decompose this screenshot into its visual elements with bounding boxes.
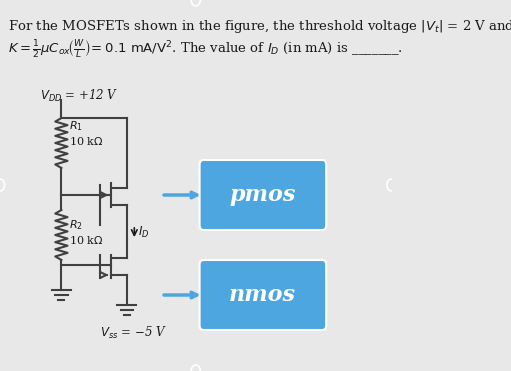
FancyBboxPatch shape — [200, 160, 326, 230]
Text: $V_{DD}$ = +12 V: $V_{DD}$ = +12 V — [40, 88, 119, 104]
Text: For the MOSFETs shown in the figure, the threshold voltage $|V_t|$ = 2 V and: For the MOSFETs shown in the figure, the… — [8, 18, 511, 35]
Text: $R_2$
10 k$\Omega$: $R_2$ 10 k$\Omega$ — [69, 218, 104, 246]
Text: $K = \frac{1}{2}\mu C_{ox}\!\left(\frac{W}{L}\right)\!= 0.1\ \mathrm{mA/V^2}$. T: $K = \frac{1}{2}\mu C_{ox}\!\left(\frac{… — [8, 38, 403, 60]
FancyBboxPatch shape — [200, 260, 326, 330]
Text: nmos: nmos — [229, 284, 296, 306]
Text: $I_D$: $I_D$ — [138, 224, 150, 240]
Text: $V_{ss}$ = −5 V: $V_{ss}$ = −5 V — [100, 325, 167, 341]
Text: $R_1$
10 k$\Omega$: $R_1$ 10 k$\Omega$ — [69, 119, 104, 147]
Text: pmos: pmos — [229, 184, 296, 206]
